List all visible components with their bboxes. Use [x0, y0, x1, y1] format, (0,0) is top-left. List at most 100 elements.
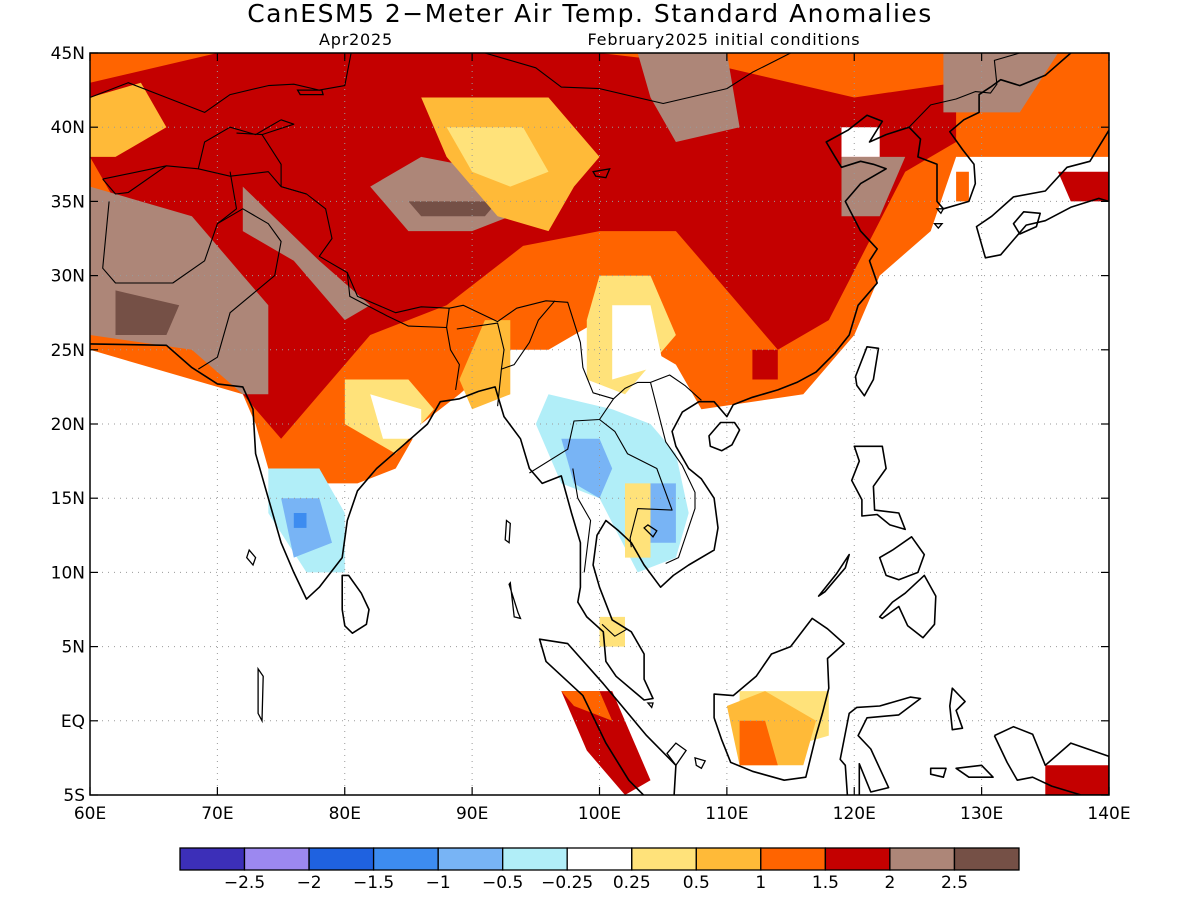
anomaly-region-13 [446, 127, 549, 187]
anomaly-region-21 [625, 483, 651, 558]
colorbar-label: 1 [755, 873, 766, 893]
colorbar-swatch [824, 847, 891, 871]
country-border-7 [501, 300, 556, 370]
country-border-9 [599, 419, 673, 548]
coastline-sri-lanka [341, 574, 370, 635]
colorbar-label: −0.25 [541, 873, 593, 893]
x-tick-label: 120E [833, 804, 876, 824]
country-border-14 [197, 119, 295, 169]
anomaly-region-16 [370, 394, 422, 439]
y-tick-label: EQ [61, 712, 85, 732]
coastline-japan-kyushu-honshu [975, 129, 1109, 259]
colorbar-label: −1.5 [353, 873, 394, 893]
island-outline-1 [508, 581, 522, 620]
colorbar-swatch [243, 847, 310, 871]
coastline-halmahera [948, 687, 966, 731]
y-tick-label: 20N [51, 415, 85, 435]
y-tick-label: 40N [51, 118, 85, 138]
colorbar-swatch [372, 847, 439, 871]
anomaly-region-35 [841, 127, 880, 157]
colorbar-label: 1.5 [812, 873, 839, 893]
x-tick-label: 110E [705, 804, 748, 824]
x-tick-label: 100E [578, 804, 621, 824]
coastline-layer [90, 26, 1109, 795]
coastline-palawan [817, 553, 851, 597]
colorbar-label: −0.5 [482, 873, 523, 893]
country-border-3 [280, 186, 702, 401]
coastline-borneo [713, 617, 845, 782]
anomaly-region-11 [90, 82, 167, 157]
colorbar-label: 0.5 [683, 873, 710, 893]
anomaly-region-19 [561, 438, 613, 499]
y-tick-label: 5S [63, 786, 85, 806]
anomaly-region-2 [90, 186, 269, 395]
coastline-visayas [878, 535, 926, 581]
lake-outline-1 [272, 26, 326, 39]
island-outline-3 [245, 548, 257, 567]
colorbar-swatch [953, 847, 1020, 871]
colorbar-swatch [502, 847, 568, 871]
country-border-4 [346, 272, 450, 329]
y-tick-label: 5N [61, 638, 85, 658]
anomaly-region-33 [956, 171, 969, 202]
country-border-18 [908, 53, 1021, 128]
coastline-taiwan [854, 345, 880, 397]
coastline-hainan [708, 421, 741, 452]
anomaly-shading-layer [90, 53, 1109, 795]
anomaly-region-8 [115, 290, 180, 335]
anomaly-region-24 [293, 513, 307, 528]
colorbar-swatch [695, 847, 762, 871]
country-border-17 [351, 53, 792, 105]
lake-outline-2 [592, 167, 611, 179]
y-tick-label: 25N [51, 341, 85, 361]
colorbar-swatch [566, 847, 633, 871]
island-outline-8 [933, 223, 944, 230]
country-border-8 [529, 398, 614, 474]
colorbar-swatch [760, 847, 826, 871]
y-tick-label: 30N [51, 267, 85, 287]
country-border-2 [198, 208, 282, 370]
y-tick-label: 10N [51, 563, 85, 583]
coastline-sulawesi [839, 696, 922, 795]
anomaly-region-12 [459, 320, 511, 410]
coastline-seram [955, 764, 994, 779]
x-tick-label: 80E [329, 804, 361, 824]
lake-outline-0 [296, 89, 324, 96]
anomaly-region-6 [841, 156, 906, 217]
initial-conditions-label: February2025 initial conditions [588, 30, 861, 49]
island-outline-7 [935, 208, 945, 215]
country-border-layer [90, 53, 1021, 637]
colorbar-label: 2 [884, 873, 895, 893]
island-outline-2 [257, 666, 264, 724]
country-border-16 [261, 134, 307, 195]
island-outline-0 [504, 519, 511, 544]
country-border-5 [456, 322, 505, 407]
country-border-6 [446, 327, 460, 390]
anomaly-region-28 [739, 720, 778, 766]
colorbar-label: −2 [297, 873, 322, 893]
lake-outline-3 [643, 524, 658, 538]
colorbar-swatch [631, 847, 697, 871]
x-tick-label: 60E [74, 804, 106, 824]
island-outline-5 [666, 742, 687, 767]
colorbar-label: −1 [426, 873, 451, 893]
y-tick-label: 45N [51, 44, 85, 64]
island-outline-6 [694, 756, 707, 770]
lat-lon-gridlines [90, 53, 1109, 795]
anomaly-region-20 [650, 483, 676, 543]
anomaly-region-17 [612, 305, 664, 380]
map-title: CanESM5 2−Meter Air Temp. Standard Anoma… [247, 0, 933, 28]
anomaly-region-7 [943, 53, 1058, 113]
colorbar-label: −2.5 [224, 873, 265, 893]
anomaly-region-3 [242, 186, 371, 321]
coastline-shikoku [1012, 211, 1041, 235]
anomaly-region-31 [1045, 765, 1109, 795]
anomaly-region-9 [408, 201, 498, 217]
colorbar-swatch [179, 847, 246, 871]
country-border-10 [649, 382, 696, 564]
coastline-new-guinea [993, 725, 1109, 795]
colorbar-swatch [889, 847, 956, 871]
colorbar-swatch [308, 847, 375, 871]
x-tick-label: 140E [1087, 804, 1130, 824]
